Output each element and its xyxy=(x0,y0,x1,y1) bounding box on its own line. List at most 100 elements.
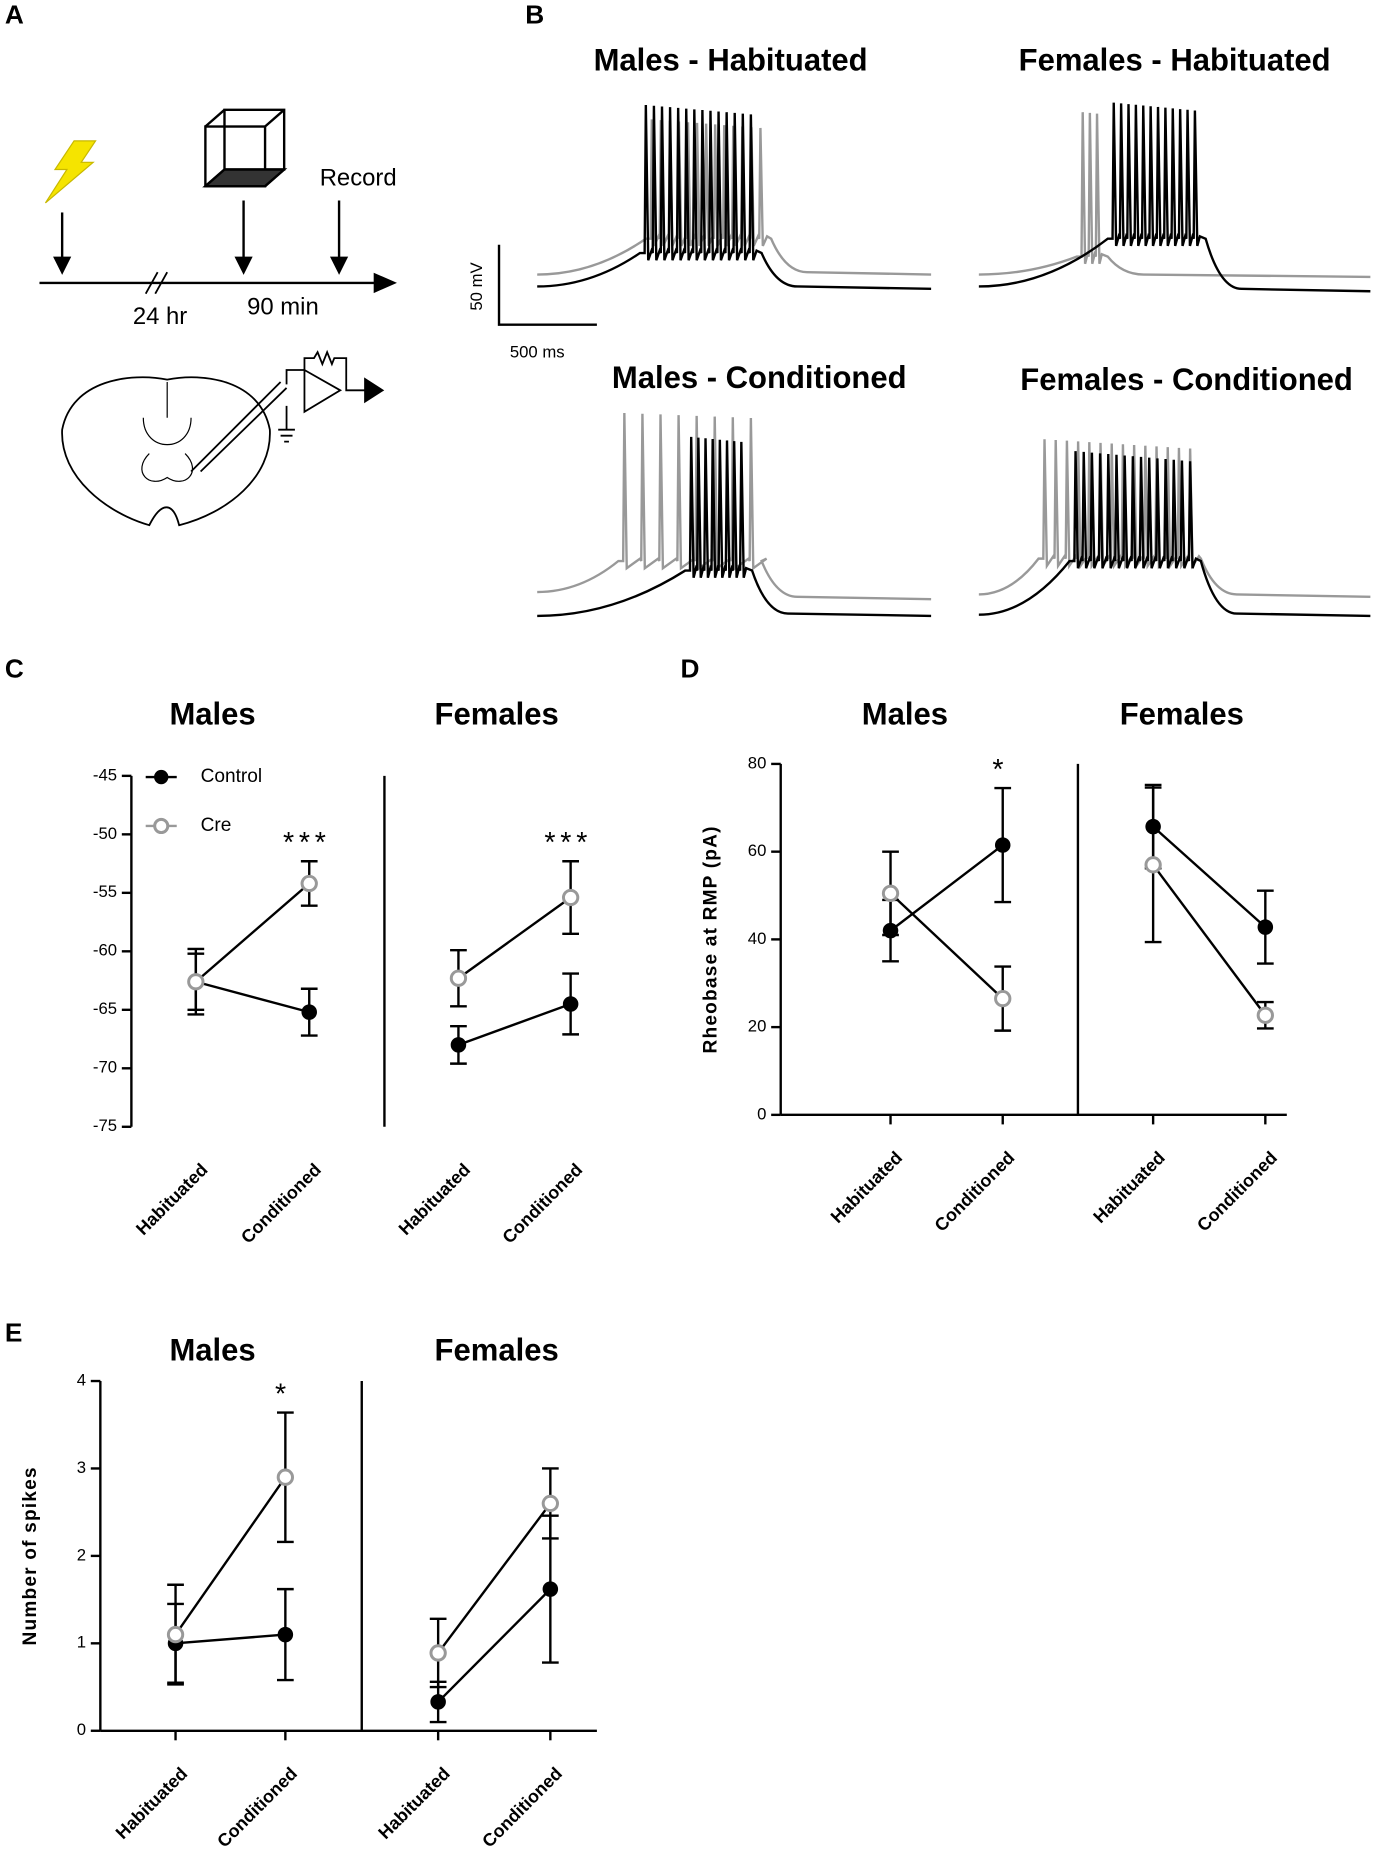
series-line xyxy=(458,1002,572,1047)
x-tick-label: Conditioned xyxy=(213,1763,301,1851)
facet-title: Males xyxy=(169,1333,255,1368)
y-tick-label: 40 xyxy=(748,929,767,948)
marker xyxy=(994,989,1012,1008)
series-line xyxy=(175,1633,286,1645)
series-line xyxy=(437,1502,552,1654)
series-line xyxy=(195,980,310,1014)
y-tick-label: 2 xyxy=(77,1545,86,1564)
significance: *** xyxy=(544,827,592,859)
x-tick-label: Conditioned xyxy=(237,1159,325,1247)
marker xyxy=(1256,1006,1274,1024)
series-line xyxy=(889,844,1004,932)
trace xyxy=(978,112,1371,279)
facet-title: Females xyxy=(435,696,559,731)
panel-label: E xyxy=(5,1317,23,1347)
y-tick-label: 0 xyxy=(757,1104,766,1123)
trace-title: Males - Conditioned xyxy=(612,360,907,395)
label: 24 hr xyxy=(133,303,187,330)
facet-title: Females xyxy=(435,1333,559,1368)
series-line xyxy=(889,892,1004,1000)
trace xyxy=(537,105,932,291)
y-tick-label: -55 xyxy=(93,882,117,901)
y-axis-label: Rheobase at RMP (pA) xyxy=(701,825,722,1053)
marker xyxy=(187,973,205,991)
label: Record xyxy=(320,164,397,191)
x-tick-label: Habituated xyxy=(395,1159,475,1239)
y-tick-label: 80 xyxy=(748,753,767,772)
y-tick-label: 60 xyxy=(748,841,767,860)
trace-title: Females - Conditioned xyxy=(1020,362,1353,397)
scale-label: 500 ms xyxy=(510,343,565,362)
facet-title: Females xyxy=(1120,696,1244,731)
y-tick-label: -75 xyxy=(93,1116,117,1135)
trace xyxy=(978,451,1371,618)
y-tick-label: -45 xyxy=(93,765,117,784)
marker xyxy=(301,1004,317,1020)
x-tick-label: Conditioned xyxy=(498,1159,586,1247)
trace xyxy=(978,102,1371,293)
x-tick-label: Habituated xyxy=(1089,1147,1169,1227)
marker xyxy=(1257,919,1274,935)
marker xyxy=(300,874,318,893)
x-tick-label: Conditioned xyxy=(1193,1147,1281,1235)
marker xyxy=(276,1468,295,1486)
marker xyxy=(1145,818,1161,835)
marker xyxy=(449,969,468,987)
legend-label: Control xyxy=(201,766,263,787)
y-axis-label: Number of spikes xyxy=(20,1466,41,1645)
scale-label: 50 mV xyxy=(467,261,486,310)
x-tick-label: Habituated xyxy=(132,1159,212,1239)
legend-label: Cre xyxy=(201,815,232,836)
y-tick-label: 3 xyxy=(77,1458,86,1477)
y-tick-label: 1 xyxy=(77,1633,86,1652)
legend-marker xyxy=(154,769,169,785)
y-tick-label: 0 xyxy=(77,1720,86,1739)
series-line xyxy=(1152,825,1267,928)
y-tick-label: 20 xyxy=(748,1017,767,1036)
marker xyxy=(561,888,580,907)
significance: * xyxy=(275,1378,291,1410)
trace-title: Females - Habituated xyxy=(1019,42,1331,77)
trace xyxy=(537,436,932,618)
y-tick-label: -65 xyxy=(93,999,117,1018)
marker xyxy=(430,1694,446,1710)
marker xyxy=(1144,856,1162,874)
marker xyxy=(429,1644,447,1662)
label: 90 min xyxy=(247,293,319,320)
x-tick-label: Habituated xyxy=(827,1147,907,1227)
marker xyxy=(166,1625,185,1644)
marker xyxy=(994,837,1011,853)
significance: *** xyxy=(283,827,331,859)
y-tick-label: -50 xyxy=(93,824,117,843)
facet-title: Males xyxy=(169,696,255,731)
panel-label: D xyxy=(680,654,699,684)
marker xyxy=(542,1581,559,1597)
marker xyxy=(881,884,900,902)
schematic xyxy=(39,108,397,527)
panel-label: B xyxy=(525,0,544,30)
series-line xyxy=(174,1476,287,1636)
traces xyxy=(537,102,1371,618)
marker xyxy=(562,996,579,1012)
marker xyxy=(277,1626,294,1643)
marker xyxy=(882,922,899,939)
trace-title: Males - Habituated xyxy=(594,42,868,77)
panel-label: C xyxy=(5,654,24,684)
scale-bar xyxy=(497,244,597,326)
series-line xyxy=(1152,864,1267,1016)
y-tick-label: -70 xyxy=(93,1058,117,1077)
series-line xyxy=(437,1588,552,1703)
facet-title: Males xyxy=(862,696,948,731)
x-tick-label: Habituated xyxy=(374,1763,454,1843)
x-tick-label: Conditioned xyxy=(931,1147,1019,1235)
marker xyxy=(450,1037,467,1053)
series-line xyxy=(195,882,311,983)
panel-label: A xyxy=(5,0,24,30)
y-tick-label: -60 xyxy=(93,941,117,960)
x-tick-label: Conditioned xyxy=(478,1763,566,1851)
legend-marker xyxy=(153,817,170,835)
x-tick-label: Habituated xyxy=(112,1763,192,1843)
y-tick-label: 4 xyxy=(77,1370,86,1389)
